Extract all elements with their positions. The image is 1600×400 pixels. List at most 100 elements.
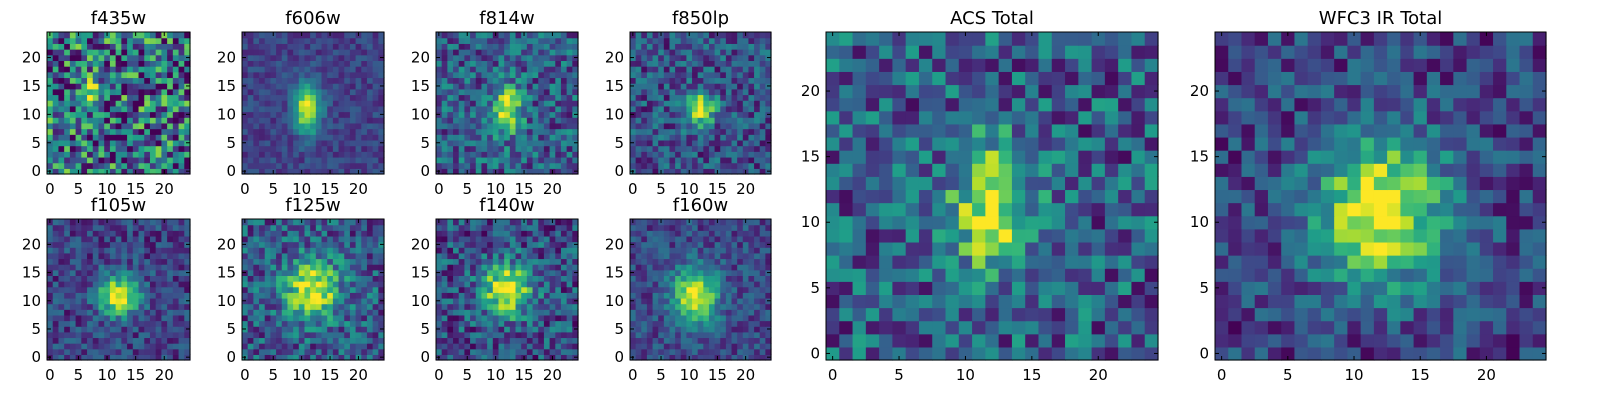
heatmap-cell [161, 264, 168, 271]
y-tick-label: 15 [605, 77, 624, 95]
heatmap-cell [532, 275, 539, 282]
heatmap-cell [253, 37, 260, 44]
heatmap-cell [635, 122, 642, 130]
heatmap-cell [155, 37, 162, 44]
heatmap-cell [161, 77, 168, 84]
heatmap-cell [115, 162, 122, 169]
heatmap-cell [253, 100, 260, 107]
heatmap-cell [127, 71, 134, 79]
heatmap-cell [549, 128, 556, 135]
heatmap-cell [184, 275, 191, 282]
heatmap-cell [298, 292, 306, 299]
heatmap-cell [635, 117, 642, 124]
heatmap-cell [464, 314, 471, 322]
heatmap-cell [69, 37, 77, 44]
heatmap-cell [167, 117, 174, 124]
heatmap-cell [646, 139, 654, 147]
heatmap-cell [344, 303, 351, 310]
heatmap-cell [543, 258, 551, 265]
heatmap-cell [725, 151, 733, 158]
heatmap-cell [315, 100, 323, 107]
heatmap-cell [441, 219, 448, 226]
heatmap-cell [742, 60, 750, 67]
heatmap-cell [504, 83, 511, 90]
heatmap-cell [81, 326, 88, 333]
heatmap-cell [327, 331, 334, 339]
heatmap-cell [652, 269, 659, 276]
heatmap-cell [526, 354, 534, 361]
heatmap-cell [281, 343, 289, 350]
heatmap-cell [504, 326, 511, 333]
heatmap-cell [58, 281, 65, 288]
heatmap-cell [127, 139, 134, 147]
heatmap-cell [92, 354, 100, 361]
heatmap-cell [104, 49, 111, 56]
heatmap-cell [737, 286, 744, 293]
heatmap-cell [669, 43, 676, 50]
heatmap-cell [253, 348, 260, 355]
heatmap-cell [310, 32, 317, 39]
heatmap-cell [759, 348, 766, 355]
heatmap-cell [509, 219, 517, 226]
heatmap-cell [498, 156, 505, 164]
heatmap-cell [372, 49, 379, 56]
heatmap-cell [259, 241, 266, 248]
heatmap-cell [560, 83, 568, 90]
heatmap-cell [75, 337, 82, 344]
heatmap-cell [98, 134, 105, 141]
heatmap-cell [92, 281, 100, 288]
heatmap-cell [121, 269, 128, 276]
heatmap-cell [692, 286, 699, 293]
heatmap-cell [52, 37, 60, 44]
heatmap-cell [270, 269, 277, 276]
heatmap-cell [178, 337, 185, 344]
heatmap-cell [355, 326, 362, 333]
heatmap-cell [630, 331, 637, 339]
heatmap-cell [75, 54, 82, 61]
heatmap-cell [675, 162, 682, 169]
heatmap-cell [104, 66, 111, 73]
heatmap-cell [555, 354, 562, 361]
heatmap-cell [652, 32, 659, 39]
heatmap-cell [697, 281, 704, 288]
heatmap-cell [287, 354, 294, 361]
heatmap-cell [708, 100, 716, 107]
heatmap-cell [372, 66, 379, 73]
heatmap-cell [115, 128, 122, 135]
heatmap-cell [144, 297, 151, 305]
heatmap-cell [526, 314, 534, 322]
heatmap-cell [481, 235, 488, 243]
heatmap-cell [298, 77, 306, 84]
heatmap-cell [737, 309, 744, 316]
heatmap-cell [259, 37, 266, 44]
heatmap-cell [81, 297, 88, 305]
heatmap-cell [692, 71, 699, 79]
heatmap-cell [184, 303, 191, 310]
heatmap-cell [572, 264, 579, 271]
heatmap-cell [765, 309, 772, 316]
heatmap-cell [132, 139, 140, 147]
heatmap-cell [470, 71, 477, 79]
heatmap-cell [355, 292, 362, 299]
heatmap-cell [720, 77, 727, 84]
heatmap-cell [526, 252, 534, 260]
heatmap-cell [247, 314, 254, 322]
heatmap-cell [515, 292, 522, 299]
heatmap-cell [167, 258, 174, 265]
heatmap-cell [742, 77, 750, 84]
heatmap-cell [259, 128, 266, 135]
heatmap-cell [737, 71, 744, 79]
heatmap-cell [98, 32, 105, 39]
heatmap-cell [64, 37, 71, 44]
heatmap-cell [560, 303, 568, 310]
heatmap-cell [310, 241, 317, 248]
heatmap-cell [132, 128, 140, 135]
heatmap-cell [259, 258, 266, 265]
heatmap-cell [509, 37, 517, 44]
heatmap-cell [52, 224, 60, 231]
heatmap-cell [81, 337, 88, 344]
x-tick-label: 20 [349, 180, 368, 198]
heatmap-cell [178, 105, 185, 113]
heatmap-cell [532, 32, 539, 39]
heatmap-cell [161, 326, 168, 333]
